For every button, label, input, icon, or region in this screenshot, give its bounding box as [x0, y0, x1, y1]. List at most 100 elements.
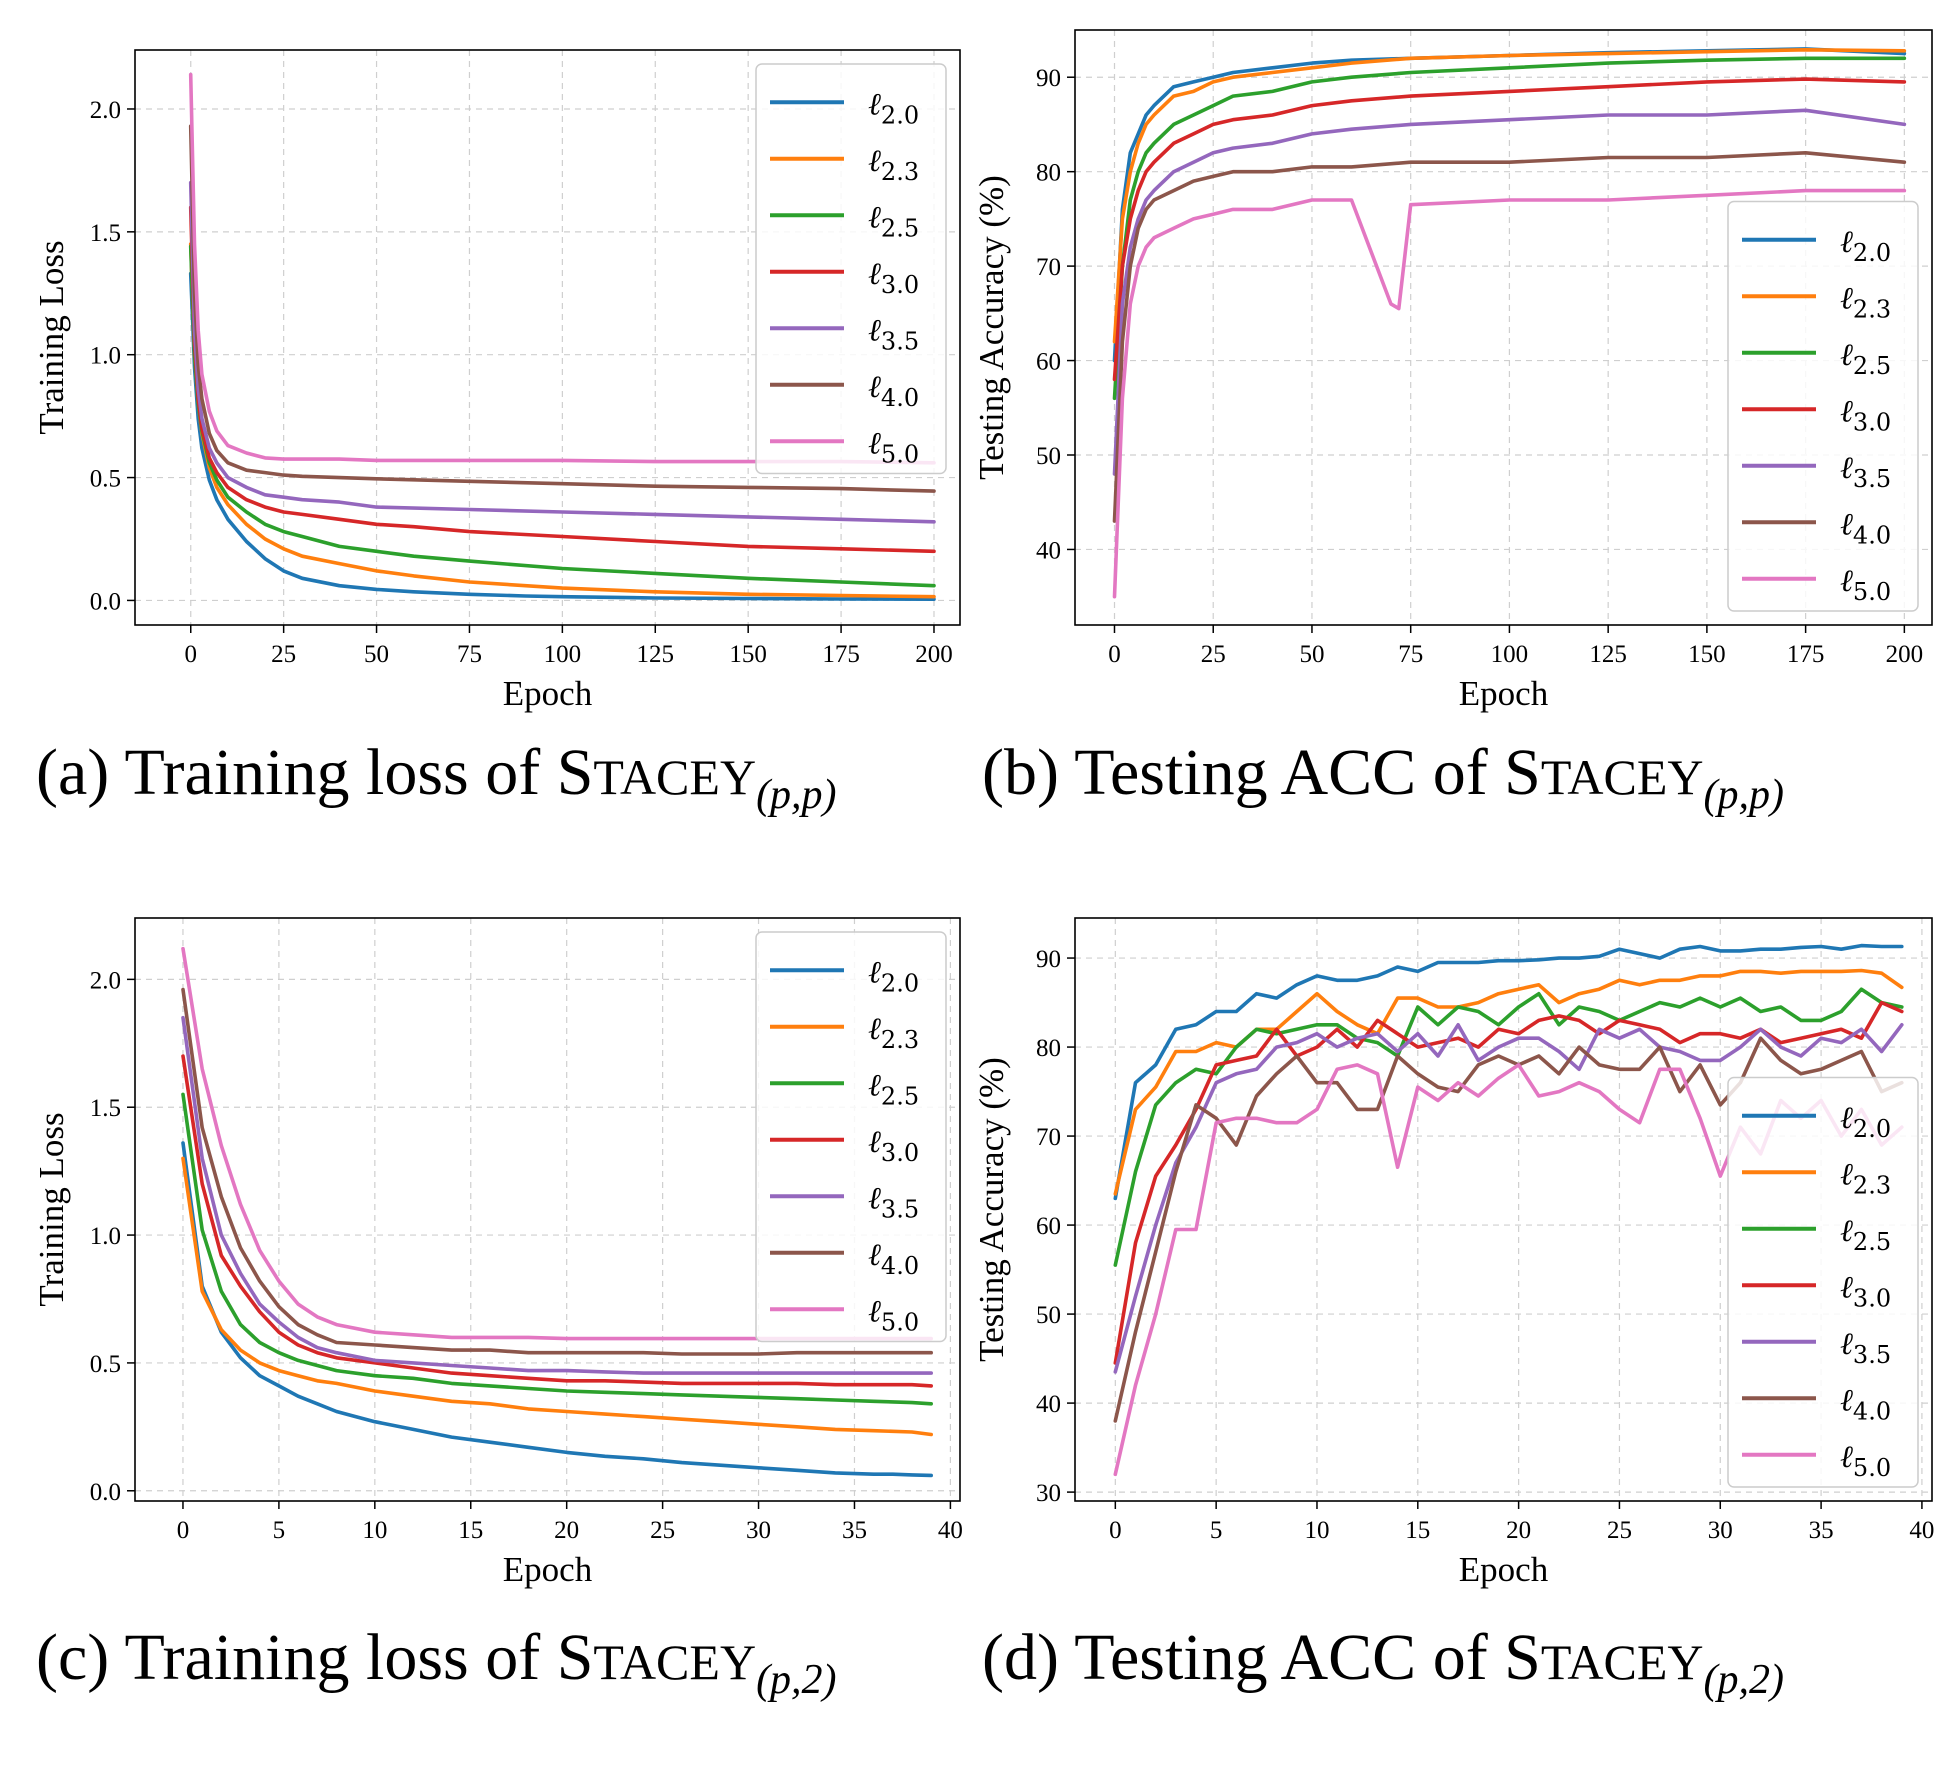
- series-line-l4-0: [188, 124, 936, 493]
- axes-frame-b: [1074, 29, 1933, 626]
- x-tick-label: 150: [729, 641, 767, 668]
- series-line-l4-0: [181, 987, 934, 1356]
- y-tick-label: 0.5: [90, 466, 121, 493]
- legend-c: ℓ2.0ℓ2.3ℓ2.5ℓ3.0ℓ3.5ℓ4.0ℓ5.0: [755, 931, 947, 1343]
- x-tick-label: 35: [1809, 1517, 1834, 1544]
- caption-c: (c) Training loss of STACEY(p,2): [36, 1620, 966, 1704]
- caption-c-small: TACEY: [593, 1634, 757, 1690]
- y-tick-label: 30: [1036, 1480, 1061, 1507]
- caption-a-small: TACEY: [593, 749, 757, 805]
- series-line-l3-5: [1112, 108, 1907, 476]
- x-tick-label: 10: [1304, 1517, 1329, 1544]
- caption-a: (a) Training loss of STACEY(p,p): [36, 735, 966, 819]
- y-tick-label: 60: [1036, 1213, 1061, 1240]
- x-tick-label: 20: [1506, 1517, 1531, 1544]
- legend-a: ℓ2.0ℓ2.3ℓ2.5ℓ3.0ℓ3.5ℓ4.0ℓ5.0: [755, 63, 947, 475]
- x-tick-label: 25: [1607, 1517, 1632, 1544]
- series-line-l3-5: [1113, 1023, 1904, 1374]
- series-line-l2-3: [181, 1156, 934, 1437]
- x-tick-label: 30: [746, 1517, 771, 1544]
- caption-c-big: S: [556, 1621, 594, 1694]
- legend-label-sub: 4.0: [881, 1252, 919, 1280]
- y-tick-label: 40: [1036, 1391, 1061, 1418]
- caption-d-sub: (p,2): [1703, 1657, 1785, 1703]
- x-tick-label: 175: [822, 641, 860, 668]
- x-tick-label: 40: [1909, 1517, 1934, 1544]
- x-tick-label: 0: [1109, 1517, 1122, 1544]
- legend-label-sub: 2.3: [881, 158, 919, 186]
- x-tick-label: 200: [915, 641, 953, 668]
- y-tick-label: 60: [1036, 349, 1061, 376]
- x-tick-label: 175: [1787, 641, 1825, 668]
- caption-b: (b) Testing ACC of STACEY(p,p): [982, 735, 1932, 819]
- legend-label: ℓ5.0: [868, 425, 919, 468]
- series-line-l3-5: [181, 1015, 934, 1375]
- legend-label-sub: 4.0: [881, 384, 919, 412]
- y-axis-label: Testing Accuracy (%): [972, 175, 1011, 480]
- x-tick-label: 75: [457, 641, 482, 668]
- legend-label: ℓ3.0: [1840, 1269, 1891, 1312]
- caption-a-big: S: [556, 736, 594, 809]
- legend-label-sub: 5.0: [1853, 578, 1891, 606]
- legend-label-sub: 2.5: [881, 1082, 919, 1110]
- x-tick-label: 75: [1398, 641, 1423, 668]
- x-tick-label: 100: [544, 641, 582, 668]
- legend-label-sub: 5.0: [881, 1308, 919, 1336]
- caption-b-big: S: [1504, 736, 1541, 809]
- y-tick-label: 0.5: [90, 1351, 121, 1378]
- y-axis-label: Testing Accuracy (%): [972, 1057, 1011, 1362]
- legend-label-sub: 2.3: [1853, 1171, 1891, 1199]
- caption-c-sub: (p,2): [756, 1657, 837, 1703]
- legend-label-sub: 2.3: [881, 1026, 919, 1054]
- y-tick-label: 2.0: [90, 97, 121, 124]
- x-tick-label: 25: [1201, 641, 1226, 668]
- axes-frame-a: [134, 49, 961, 626]
- x-tick-label: 40: [938, 1517, 963, 1544]
- legend-label-sub: 2.0: [1853, 239, 1891, 267]
- x-tick-label: 0: [1108, 641, 1121, 668]
- y-tick-label: 70: [1036, 254, 1061, 281]
- series-line-l2-5: [181, 1092, 934, 1406]
- chart-d-testing-acc-p2: 0 5 10 15 20 25 30 35 40 30 40 50 60 70 80 90 Epoch Testi…: [972, 917, 1934, 1589]
- x-tick-label: 5: [273, 1517, 286, 1544]
- x-axis-label: Epoch: [503, 1550, 593, 1589]
- caption-c-prefix: (c) Training loss of: [36, 1621, 557, 1694]
- series-line-l3-0: [181, 1054, 934, 1388]
- legend-box: [1727, 1076, 1919, 1488]
- legend-label-sub: 3.0: [881, 271, 919, 299]
- y-tick-label: 1.5: [90, 1095, 121, 1122]
- legend-label-sub: 3.5: [881, 1195, 919, 1223]
- caption-d: (d) Testing ACC of STACEY(p,2): [982, 1620, 1932, 1704]
- series-line-l2-5: [1113, 987, 1904, 1267]
- legend-label-sub: 3.0: [1853, 408, 1891, 436]
- x-tick-label: 0: [184, 641, 197, 668]
- x-tick-label: 20: [554, 1517, 579, 1544]
- series-line-l2-0: [181, 1141, 934, 1478]
- x-tick-label: 50: [1299, 641, 1324, 668]
- legend-label-sub: 2.3: [1853, 295, 1891, 323]
- legend-label-sub: 3.5: [1853, 1341, 1891, 1369]
- legend-label-sub: 3.5: [1853, 465, 1891, 493]
- caption-b-small: TACEY: [1540, 749, 1704, 805]
- legend-label-sub: 5.0: [881, 440, 919, 468]
- caption-b-prefix: (b) Testing ACC of: [982, 736, 1505, 809]
- series-line-l2-0: [188, 271, 936, 602]
- caption-d-prefix: (d) Testing ACC of: [982, 1621, 1505, 1694]
- y-tick-label: 50: [1036, 1302, 1061, 1329]
- legend-label-sub: 3.5: [881, 327, 919, 355]
- series-line-l2-5: [1112, 56, 1907, 401]
- y-tick-label: 50: [1036, 443, 1061, 470]
- series-line-l3-0: [188, 205, 936, 554]
- x-axis-label: Epoch: [1459, 674, 1549, 713]
- x-axis-label: Epoch: [1459, 1550, 1549, 1589]
- x-tick-label: 5: [1210, 1517, 1223, 1544]
- chart-c-training-loss-p2: 0 5 10 15 20 25 30 35 40 0.0 0.5 1.0 1.5 2.0 Epoch Trai…: [32, 917, 963, 1589]
- y-axis-label: Training Loss: [32, 240, 71, 434]
- y-tick-label: 40: [1036, 537, 1061, 564]
- y-tick-label: 0.0: [90, 588, 121, 615]
- y-tick-label: 80: [1036, 160, 1061, 187]
- axes-frame-d: [1074, 917, 1933, 1502]
- series-line-l5-0: [1112, 188, 1907, 599]
- series-line-l2-0: [1113, 943, 1904, 1201]
- legend-item-l5-0: ℓ5.0: [770, 425, 919, 468]
